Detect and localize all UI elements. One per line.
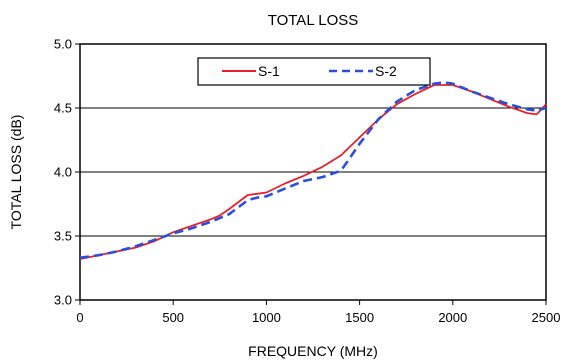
x-tick-label: 500 bbox=[162, 310, 184, 325]
x-axis-label: FREQUENCY (MHz) bbox=[248, 343, 378, 359]
y-tick-label: 4.5 bbox=[54, 101, 72, 116]
legend-label-s2: S-2 bbox=[375, 63, 397, 79]
y-tick-label: 5.0 bbox=[54, 37, 72, 52]
y-axis-label: TOTAL LOSS (dB) bbox=[8, 115, 24, 230]
x-tick-label: 1500 bbox=[345, 310, 374, 325]
axis-ticks: 3.0 3.5 4.0 4.5 5.0 0 500 1000 1500 2000 2500 bbox=[54, 37, 561, 326]
x-tick-label: 0 bbox=[76, 310, 83, 325]
legend-label-s1: S-1 bbox=[258, 63, 280, 79]
x-tick-label: 1000 bbox=[252, 310, 281, 325]
series-lines bbox=[79, 81, 547, 260]
y-tick-label: 3.5 bbox=[54, 229, 72, 244]
series-line-s-2 bbox=[79, 81, 547, 260]
chart-title: TOTAL LOSS bbox=[268, 12, 359, 29]
x-tick-label: 2000 bbox=[438, 310, 467, 325]
legend: S-1 S-2 bbox=[197, 57, 431, 86]
y-tick-label: 3.0 bbox=[54, 293, 72, 308]
x-tick-label: 2500 bbox=[532, 310, 561, 325]
y-tick-label: 4.0 bbox=[54, 165, 72, 180]
